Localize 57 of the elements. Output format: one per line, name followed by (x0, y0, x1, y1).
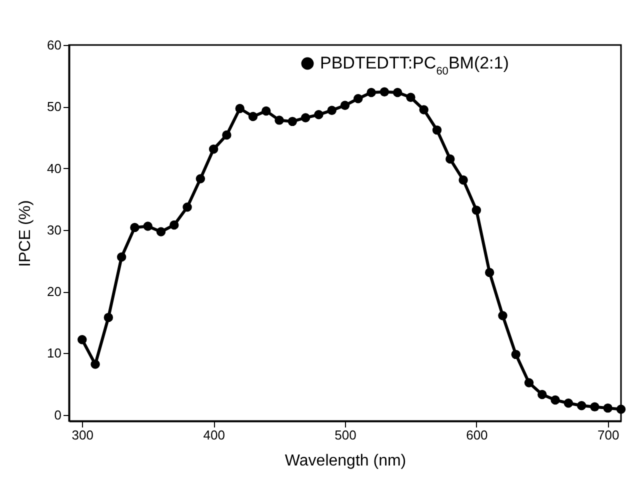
y-tick-label: 50 (47, 99, 62, 114)
point (484, 268, 494, 278)
point (550, 395, 560, 405)
point (432, 125, 442, 135)
point (274, 116, 284, 125)
x-tick-label: 300 (72, 428, 94, 442)
point (458, 175, 468, 185)
point (564, 398, 574, 408)
point (327, 106, 336, 115)
y-tick-label: 30 (47, 222, 62, 238)
point (446, 154, 455, 164)
point (262, 106, 271, 116)
point (208, 144, 218, 154)
point (156, 227, 166, 236)
legend-label: PBDTEDTT:PC$_{60}$BM(2:1) (320, 54, 509, 78)
y-tick-label: 20 (47, 284, 62, 300)
point (354, 94, 363, 104)
point (366, 88, 376, 98)
point (590, 402, 600, 412)
point (196, 174, 206, 184)
x-tick-label: 400 (203, 428, 225, 442)
point (104, 312, 114, 322)
point (143, 222, 152, 231)
point (380, 87, 390, 96)
point (235, 104, 244, 114)
point (248, 112, 258, 122)
y-tick-label: 0 (54, 407, 62, 422)
point (406, 92, 416, 102)
point (392, 88, 402, 98)
point (130, 222, 140, 232)
point (90, 360, 100, 369)
point (116, 252, 126, 262)
point (472, 206, 482, 215)
point (498, 310, 508, 320)
point (314, 110, 324, 120)
point (78, 335, 87, 344)
point (419, 105, 428, 114)
y-tick-label: 10 (47, 346, 62, 361)
point (288, 116, 298, 126)
point (170, 220, 179, 230)
point (300, 113, 310, 122)
x-axis-title: Wavelength (nm) (284, 452, 406, 470)
point (524, 378, 534, 388)
point (182, 202, 192, 212)
point (616, 404, 626, 414)
point (576, 400, 586, 410)
point (538, 390, 547, 400)
y-tick-label: 60 (47, 38, 62, 52)
y-axis-title: IPCE (%) (17, 200, 34, 267)
y-tick-label: 40 (47, 160, 62, 176)
x-tick-label: 700 (598, 428, 620, 442)
x-tick-label: 600 (466, 428, 488, 442)
x-tick-label: 500 (334, 428, 356, 442)
point (603, 403, 612, 413)
point (222, 130, 232, 140)
point (340, 100, 350, 110)
point (511, 350, 520, 360)
